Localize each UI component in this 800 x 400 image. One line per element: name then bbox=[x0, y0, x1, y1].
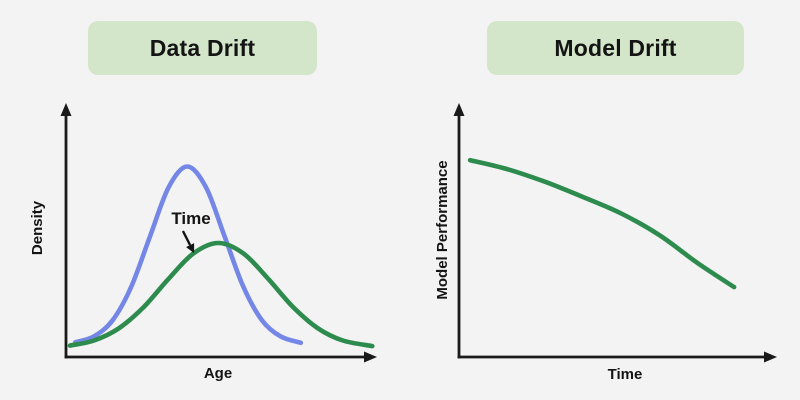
time-annotation-arrowhead bbox=[186, 243, 195, 254]
curve-original-distribution bbox=[73, 164, 304, 346]
density-axis-label: Density bbox=[29, 200, 46, 256]
time-annotation-label: Time bbox=[171, 209, 210, 228]
age-axis-label: Age bbox=[203, 365, 233, 382]
model-performance-axis-label: Model Performance bbox=[434, 160, 451, 300]
curve-model-performance bbox=[467, 157, 737, 290]
time-annotation-arrow-line bbox=[181, 230, 192, 246]
model-drift-chart bbox=[453, 103, 777, 363]
x-axis-arrowhead bbox=[764, 351, 777, 363]
curve-drifted-distribution bbox=[67, 240, 375, 349]
x-axis-arrowhead bbox=[364, 351, 377, 363]
data-drift-chart: Time bbox=[60, 103, 377, 363]
model-drift-title-badge: Model Drift bbox=[487, 21, 744, 75]
y-axis-arrowhead bbox=[60, 103, 72, 116]
data-drift-title-badge: Data Drift bbox=[88, 21, 317, 75]
y-axis-arrowhead bbox=[453, 103, 465, 116]
time-axis-label: Time bbox=[607, 366, 643, 383]
